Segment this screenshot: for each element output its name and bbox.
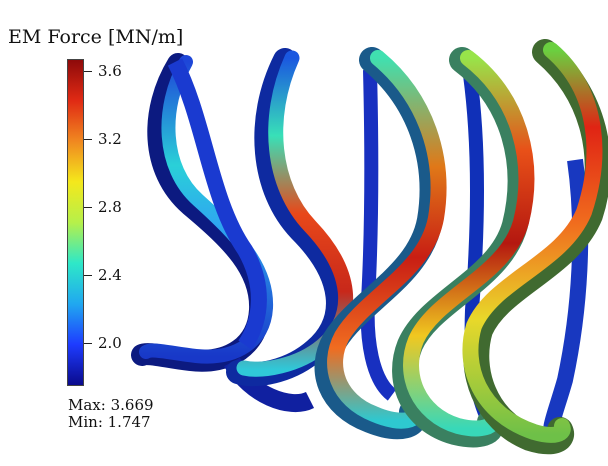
coil-2: [226, 48, 397, 401]
coil-5: [462, 39, 608, 455]
colorbar-tick-label: 2.8: [98, 197, 122, 216]
colorbar-tick-label: 2.4: [98, 265, 122, 284]
colorbar-tick-label: 2.0: [98, 333, 122, 352]
colorbar-tick: [84, 274, 92, 276]
min-value: Min: 1.747: [68, 413, 151, 431]
colorbar-tick-label: 3.2: [98, 129, 122, 148]
colorbar: [67, 59, 84, 386]
colorbar-tick: [84, 70, 92, 72]
colorbar-tick: [84, 342, 92, 344]
colorbar-tick-label: 3.6: [98, 61, 122, 80]
max-value: Max: 3.669: [68, 396, 154, 414]
legend-title: EM Force [MN/m]: [8, 26, 184, 48]
colorbar-tick: [84, 138, 92, 140]
coil-1: [131, 53, 315, 413]
colorbar-tick: [84, 206, 92, 208]
